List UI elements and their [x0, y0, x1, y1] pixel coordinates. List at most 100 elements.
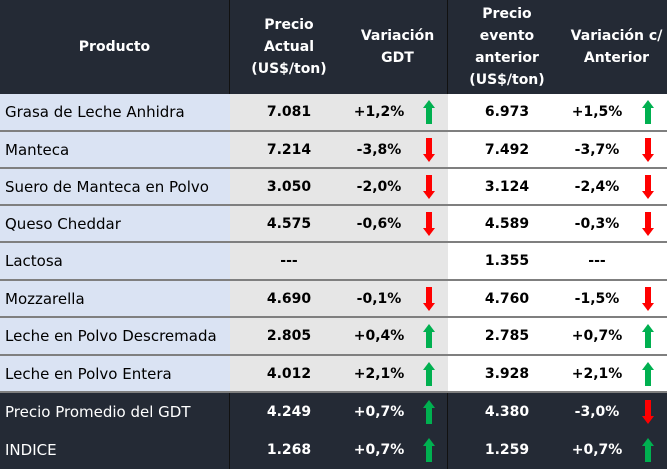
- product-name: Leche en Polvo Descremada: [0, 318, 230, 354]
- header-variacion-anterior: Variación c/ Anterior: [566, 0, 667, 94]
- product-name-text: Mozzarella: [5, 289, 85, 308]
- variacion-gdt: +2,1%: [348, 356, 410, 391]
- down-arrow-icon: [641, 286, 654, 311]
- variacion-gdt-text: +0,7%: [353, 442, 405, 458]
- precio-anterior-text: 1.259: [484, 442, 530, 458]
- variacion-gdt: +1,2%: [348, 94, 410, 130]
- precio-actual-text: 7.081: [266, 104, 312, 120]
- variacion-anterior-indicator: [628, 318, 667, 354]
- product-name: INDICE: [0, 431, 230, 469]
- variacion-anterior-text: -3,7%: [574, 141, 620, 158]
- precio-anterior: 1.259: [448, 431, 566, 469]
- precio-anterior: 4.589: [448, 206, 566, 241]
- product-name-text: Suero de Manteca en Polvo: [5, 177, 209, 196]
- variacion-anterior-text: -1,5%: [574, 290, 620, 307]
- header-variacion-gdt: Variación GDT: [348, 0, 448, 94]
- precio-anterior-text: 3.928: [484, 365, 530, 382]
- variacion-anterior-text: +0,7%: [571, 328, 623, 344]
- table-row: Mozzarella 4.690 -0,1% 4.760 -1,5%: [0, 281, 667, 318]
- down-arrow-icon: [641, 211, 654, 236]
- product-name: Precio Promedio del GDT: [0, 393, 230, 431]
- variacion-gdt: [348, 243, 410, 279]
- precio-anterior-text: 7.492: [484, 141, 530, 158]
- product-name: Suero de Manteca en Polvo: [0, 169, 230, 204]
- down-arrow-icon: [423, 286, 435, 311]
- precio-actual-text: 4.249: [266, 404, 312, 420]
- header-precio-anterior-line2: evento: [479, 28, 535, 44]
- variacion-anterior: -0,3%: [566, 206, 628, 241]
- precio-anterior: 1.355: [448, 243, 566, 279]
- down-arrow-icon: [423, 137, 435, 162]
- table-row: Lactosa --- 1.355 ---: [0, 243, 667, 281]
- precio-anterior: 7.492: [448, 132, 566, 167]
- up-arrow-icon: [641, 438, 654, 462]
- variacion-anterior-indicator: [628, 431, 667, 469]
- down-arrow-icon: [641, 137, 654, 162]
- precio-anterior-text: 6.973: [484, 104, 530, 120]
- product-name-text: Grasa de Leche Anhidra: [5, 103, 185, 121]
- up-arrow-icon: [423, 361, 435, 386]
- variacion-anterior-text: +2,1%: [571, 365, 623, 382]
- variacion-gdt: +0,7%: [348, 431, 410, 469]
- product-name: Lactosa: [0, 243, 230, 279]
- header-producto: Producto: [0, 0, 230, 94]
- product-name-text: Lactosa: [5, 252, 63, 270]
- down-arrow-icon: [641, 174, 654, 199]
- header-precio-actual-line3: (US$/ton): [251, 61, 327, 77]
- variacion-anterior: -3,7%: [566, 132, 628, 167]
- precio-anterior: 4.380: [448, 393, 566, 431]
- variacion-anterior-indicator: [628, 356, 667, 391]
- precio-actual: ---: [230, 243, 348, 279]
- variacion-anterior-text: -0,3%: [574, 215, 620, 232]
- variacion-anterior-text: -2,4%: [574, 178, 620, 195]
- variacion-gdt: -0,1%: [348, 281, 410, 316]
- variacion-gdt: -2,0%: [348, 169, 410, 204]
- variacion-anterior-indicator: [628, 132, 667, 167]
- precio-anterior-text: 4.589: [484, 215, 530, 232]
- variacion-gdt-indicator: [410, 94, 448, 130]
- variacion-gdt-text: +1,2%: [353, 104, 405, 120]
- product-name: Grasa de Leche Anhidra: [0, 94, 230, 130]
- variacion-gdt-indicator: [410, 243, 448, 279]
- variacion-gdt-indicator: [410, 393, 448, 431]
- up-arrow-icon: [423, 324, 435, 348]
- down-arrow-icon: [423, 174, 435, 199]
- precio-anterior: 4.760: [448, 281, 566, 316]
- variacion-anterior: ---: [566, 243, 628, 279]
- product-name-text: Leche en Polvo Entera: [5, 364, 172, 383]
- variacion-gdt-text: -0,6%: [356, 215, 402, 232]
- precio-actual-text: 1.268: [266, 442, 312, 458]
- variacion-gdt: +0,4%: [348, 318, 410, 354]
- variacion-anterior: +0,7%: [566, 431, 628, 469]
- product-name: Leche en Polvo Entera: [0, 356, 230, 391]
- product-name: Queso Cheddar: [0, 206, 230, 241]
- header-precio-anterior-line1: Precio: [482, 6, 532, 22]
- variacion-gdt-text: -2,0%: [356, 178, 402, 195]
- variacion-gdt-text: +2,1%: [353, 365, 405, 382]
- variacion-anterior-indicator: [628, 393, 667, 431]
- up-arrow-icon: [423, 100, 435, 124]
- variacion-anterior: -1,5%: [566, 281, 628, 316]
- variacion-anterior-text: +1,5%: [571, 104, 623, 120]
- product-name-text: Leche en Polvo Descremada: [5, 327, 217, 345]
- precio-anterior-text: 2.785: [484, 328, 530, 344]
- product-name-text: INDICE: [5, 441, 57, 459]
- header-producto-label: Producto: [78, 39, 151, 55]
- precio-actual-text: 4.690: [266, 290, 312, 307]
- variacion-gdt-text: -0,1%: [356, 290, 402, 307]
- variacion-gdt: -3,8%: [348, 132, 410, 167]
- header-variacion-anterior-line2: Anterior: [583, 50, 650, 66]
- precio-actual: 2.805: [230, 318, 348, 354]
- variacion-gdt-text: +0,7%: [353, 404, 405, 420]
- variacion-anterior: -2,4%: [566, 169, 628, 204]
- table-header: Producto Precio Actual (US$/ton) Variaci…: [0, 0, 667, 94]
- precio-anterior: 2.785: [448, 318, 566, 354]
- header-precio-anterior: Precio evento anterior (US$/ton): [448, 0, 566, 94]
- product-name: Manteca: [0, 132, 230, 167]
- variacion-gdt: -0,6%: [348, 206, 410, 241]
- variacion-gdt-text: -3,8%: [356, 141, 402, 158]
- variacion-anterior-indicator: [628, 94, 667, 130]
- header-precio-actual: Precio Actual (US$/ton): [230, 0, 348, 94]
- precio-actual: 4.690: [230, 281, 348, 316]
- table-row: Queso Cheddar 4.575 -0,6% 4.589 -0,3%: [0, 206, 667, 243]
